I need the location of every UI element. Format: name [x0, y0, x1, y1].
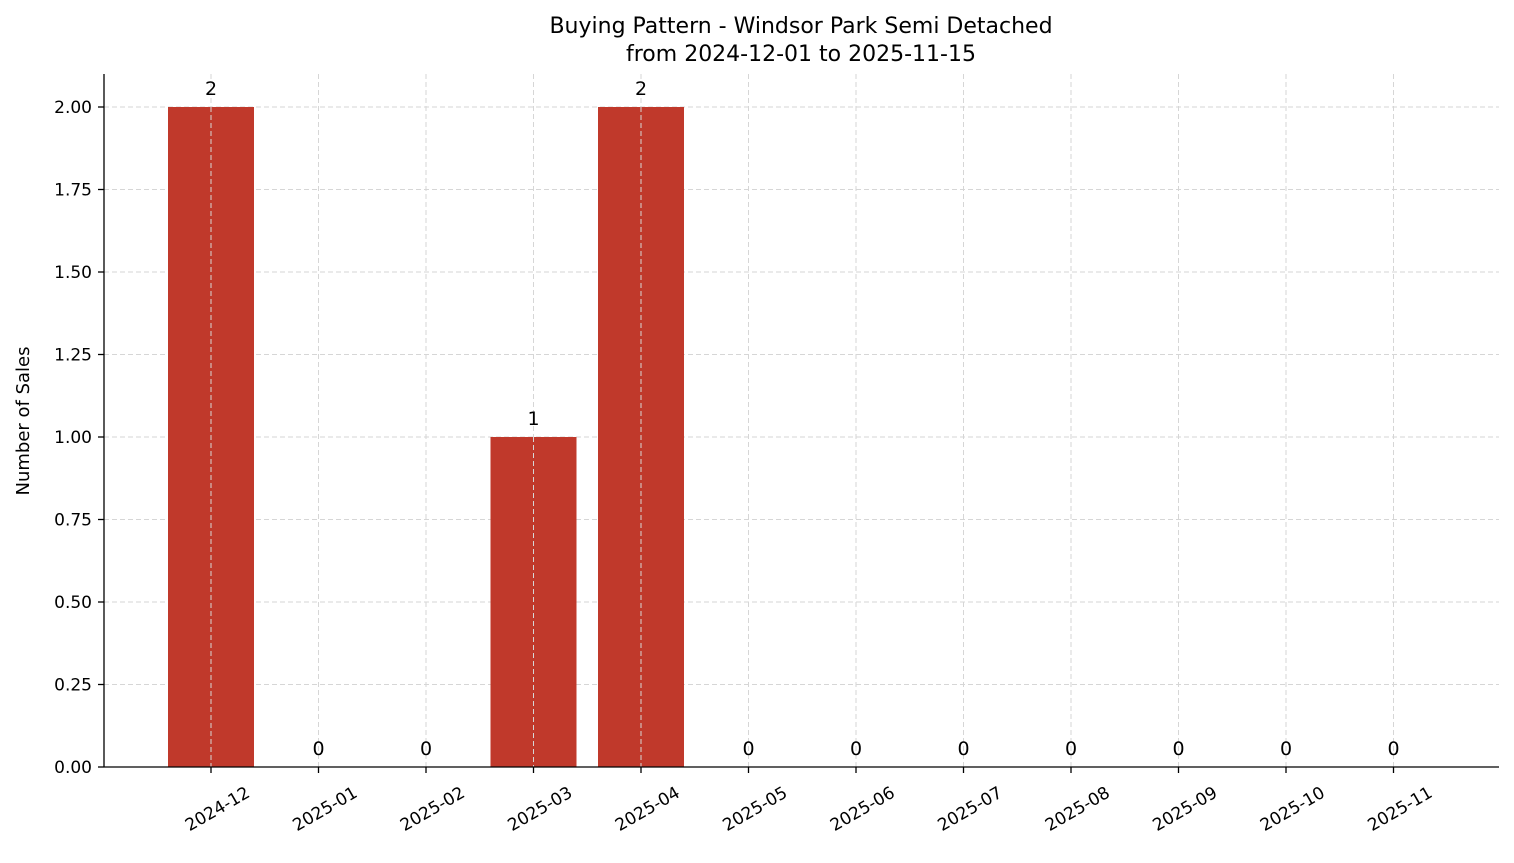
x-tick-label-2025-02: 2025-02: [397, 783, 469, 836]
label-layer: 2 0 0 1 2 0 0 0 0 0 0 0: [205, 78, 1400, 760]
data-label-2025-07: 0: [957, 738, 969, 760]
data-label-2025-03: 1: [527, 408, 539, 430]
y-tick-label: 0.75: [54, 511, 92, 531]
x-tick-label-2025-10: 2025-10: [1257, 783, 1329, 836]
chart-subtitle: from 2024-12-01 to 2025-11-15: [626, 42, 976, 67]
grid-layer: [104, 74, 1499, 767]
bar-layer: [168, 107, 684, 767]
x-tick-label-2025-04: 2025-04: [612, 783, 684, 836]
y-tick-label: 1.75: [54, 181, 92, 201]
y-tick-label: 0.25: [54, 676, 92, 696]
x-tick-label-2024-12: 2024-12: [182, 783, 254, 836]
x-tick-label-2025-09: 2025-09: [1149, 783, 1221, 836]
y-tick-label: 0.50: [54, 593, 92, 613]
data-label-2025-02: 0: [420, 738, 432, 760]
data-label-2024-12: 2: [205, 78, 217, 100]
axis-layer: 0.00 0.25 0.50 0.75 1.00 1.25 1.50 1.75 2.00 2024…: [54, 74, 1499, 836]
data-label-2025-09: 0: [1172, 738, 1184, 760]
data-label-2025-10: 0: [1280, 738, 1292, 760]
x-tick-label-2025-11: 2025-11: [1364, 783, 1436, 836]
x-tick-label-2025-03: 2025-03: [504, 783, 576, 836]
data-label-2025-04: 2: [635, 78, 647, 100]
data-label-2025-08: 0: [1065, 738, 1077, 760]
y-axis-label: Number of Sales: [13, 346, 34, 495]
data-label-2025-06: 0: [850, 738, 862, 760]
y-tick-label: 1.00: [54, 428, 92, 448]
y-tick-label: 0.00: [54, 758, 92, 778]
x-tick-label-2025-01: 2025-01: [289, 783, 361, 836]
x-tick-label-2025-08: 2025-08: [1042, 783, 1114, 836]
x-tick-label-2025-06: 2025-06: [827, 783, 899, 836]
data-label-2025-11: 0: [1387, 738, 1399, 760]
y-tick-label: 1.50: [54, 263, 92, 283]
y-tick-label: 1.25: [54, 346, 92, 366]
x-tick-label-2025-07: 2025-07: [934, 783, 1006, 836]
data-label-2025-01: 0: [312, 738, 324, 760]
chart-title: Buying Pattern - Windsor Park Semi Detac…: [549, 14, 1052, 39]
y-tick-label: 2.00: [54, 98, 92, 118]
data-label-2025-05: 0: [742, 738, 754, 760]
x-tick-label-2025-05: 2025-05: [719, 783, 791, 836]
